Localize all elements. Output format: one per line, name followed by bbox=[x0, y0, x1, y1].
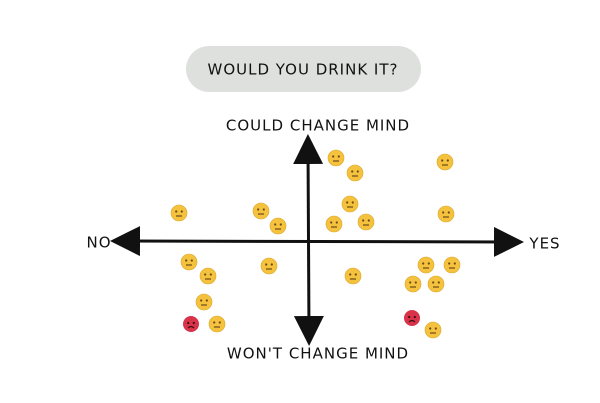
axis-label-left: NO bbox=[86, 234, 111, 252]
horizontal-axis bbox=[110, 226, 524, 257]
emoji-group bbox=[170, 149, 461, 339]
axis-label-top: COULD CHANGE MIND bbox=[226, 117, 410, 135]
title: WOULD YOU DRINK IT? bbox=[208, 61, 399, 79]
vertical-axis bbox=[293, 134, 324, 346]
title-pill bbox=[186, 46, 421, 92]
axis-label-right: YES bbox=[528, 235, 560, 253]
axis-label-bottom: WON'T CHANGE MIND bbox=[227, 345, 409, 363]
